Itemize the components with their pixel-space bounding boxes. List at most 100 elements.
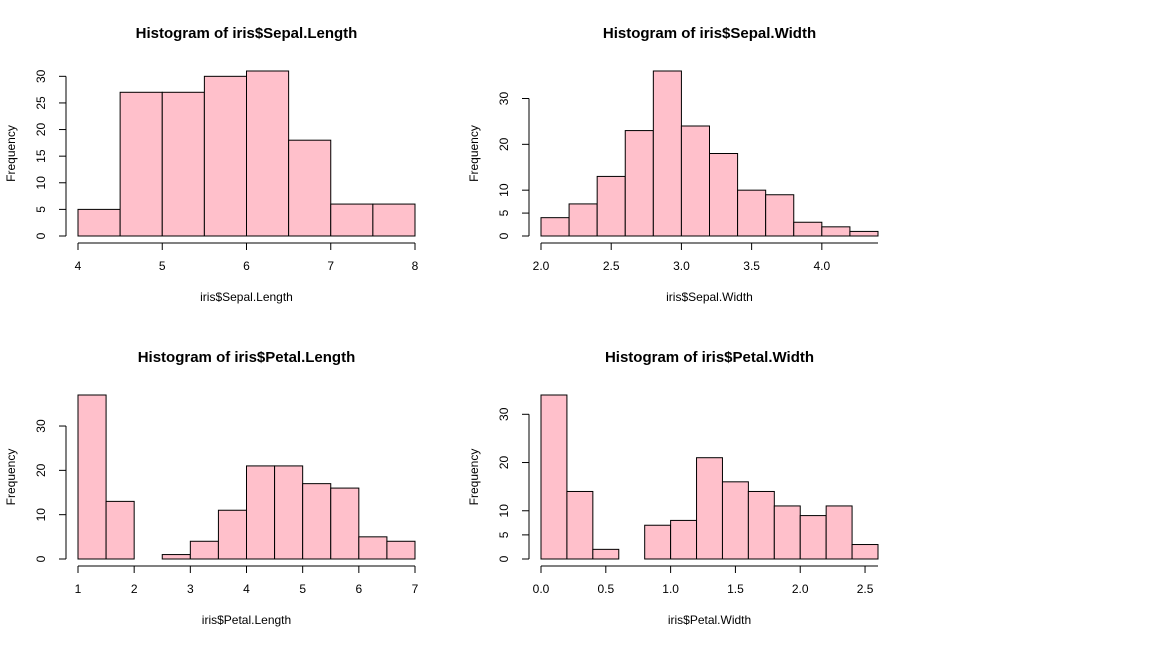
- bar: [680, 125, 711, 237]
- x-tick-label: 1.0: [662, 582, 679, 596]
- bar: [624, 130, 654, 237]
- bar: [330, 203, 374, 237]
- y-tick-label: 20: [497, 456, 511, 470]
- x-tick-label: 5: [299, 582, 306, 596]
- bar: [372, 203, 416, 237]
- y-tick-label: 5: [34, 206, 48, 213]
- x-tick-label: 6: [355, 582, 362, 596]
- y-axis-label: Frequency: [467, 125, 481, 182]
- x-tick-label: 3.0: [673, 259, 690, 273]
- bar: [540, 217, 570, 237]
- x-axis-label: iris$Sepal.Width: [666, 290, 753, 304]
- y-tick-label: 10: [497, 183, 511, 197]
- bar: [765, 194, 795, 237]
- x-tick-label: 2: [131, 582, 138, 596]
- x-tick-label: 1.5: [727, 582, 744, 596]
- bar: [540, 394, 568, 560]
- bar: [721, 481, 749, 560]
- chart-title: Histogram of iris$Sepal.Width: [603, 25, 816, 42]
- x-tick-label: 2.0: [533, 259, 550, 273]
- y-tick-label: 0: [497, 232, 511, 239]
- x-tick-label: 3: [187, 582, 194, 596]
- chart-title: Histogram of iris$Petal.Width: [605, 349, 814, 366]
- y-axis-label: Frequency: [4, 125, 18, 182]
- bar: [821, 226, 851, 237]
- bar: [246, 70, 290, 237]
- x-tick-label: 6: [243, 259, 250, 273]
- x-tick-label: 7: [327, 259, 334, 273]
- bar: [849, 230, 879, 237]
- x-tick-label: 2.0: [792, 582, 809, 596]
- x-tick-label: 2.5: [857, 582, 874, 596]
- bar: [568, 203, 598, 237]
- bar: [386, 540, 416, 560]
- bar: [189, 540, 219, 560]
- x-tick-label: 0.0: [533, 582, 550, 596]
- x-axis-label: iris$Petal.Length: [202, 613, 291, 627]
- bar: [851, 544, 879, 560]
- y-tick-label: 5: [497, 531, 511, 538]
- y-tick-label: 5: [497, 209, 511, 216]
- y-tick-label: 0: [497, 555, 511, 562]
- bar: [773, 505, 801, 560]
- x-tick-label: 5: [159, 259, 166, 273]
- y-tick-label: 10: [34, 508, 48, 522]
- bar: [696, 457, 723, 560]
- bar: [119, 91, 163, 237]
- y-axis-label: Frequency: [4, 449, 18, 506]
- x-tick-label: 7: [412, 582, 419, 596]
- bar: [77, 394, 107, 560]
- bar: [330, 487, 360, 560]
- bar: [246, 465, 276, 560]
- x-tick-label: 3.5: [743, 259, 760, 273]
- bar: [302, 483, 332, 560]
- bar: [274, 465, 304, 560]
- bar: [77, 208, 121, 237]
- bar: [566, 490, 594, 560]
- y-tick-label: 0: [34, 555, 48, 562]
- chart-title: Histogram of iris$Sepal.Length: [136, 25, 358, 42]
- x-axis-label: iris$Sepal.Length: [200, 290, 293, 304]
- y-tick-label: 30: [34, 69, 48, 83]
- x-tick-label: 4: [243, 582, 250, 596]
- bar: [737, 189, 767, 237]
- x-tick-label: 1: [75, 582, 82, 596]
- bar: [652, 70, 682, 237]
- y-tick-label: 10: [34, 176, 48, 190]
- y-tick-label: 0: [34, 232, 48, 239]
- y-tick-label: 15: [34, 149, 48, 163]
- chart-title: Histogram of iris$Petal.Length: [138, 349, 356, 366]
- bar: [747, 490, 775, 560]
- bar: [670, 519, 698, 560]
- y-tick-label: 30: [497, 407, 511, 421]
- y-tick-label: 10: [497, 504, 511, 518]
- bar: [161, 91, 205, 237]
- x-tick-label: 0.5: [597, 582, 614, 596]
- x-axis-label: iris$Petal.Width: [668, 613, 751, 627]
- bar: [592, 548, 620, 560]
- bar: [217, 509, 248, 560]
- bar: [105, 500, 135, 560]
- bar: [793, 221, 823, 237]
- x-tick-label: 4: [75, 259, 82, 273]
- y-tick-label: 30: [34, 419, 48, 433]
- bar: [288, 139, 332, 237]
- x-tick-label: 2.5: [603, 259, 620, 273]
- x-tick-label: 8: [412, 259, 419, 273]
- bar: [825, 505, 853, 560]
- bar: [644, 524, 672, 560]
- bar: [358, 536, 388, 560]
- y-tick-label: 20: [34, 123, 48, 137]
- bar: [596, 175, 626, 237]
- y-tick-label: 20: [34, 463, 48, 477]
- bar: [709, 153, 739, 237]
- y-axis-label: Frequency: [467, 449, 481, 506]
- bar: [203, 75, 247, 237]
- bar: [161, 554, 191, 560]
- bar: [799, 515, 827, 560]
- y-tick-label: 25: [34, 96, 48, 110]
- x-tick-label: 4.0: [813, 259, 830, 273]
- y-tick-label: 30: [497, 92, 511, 106]
- y-tick-label: 20: [497, 137, 511, 151]
